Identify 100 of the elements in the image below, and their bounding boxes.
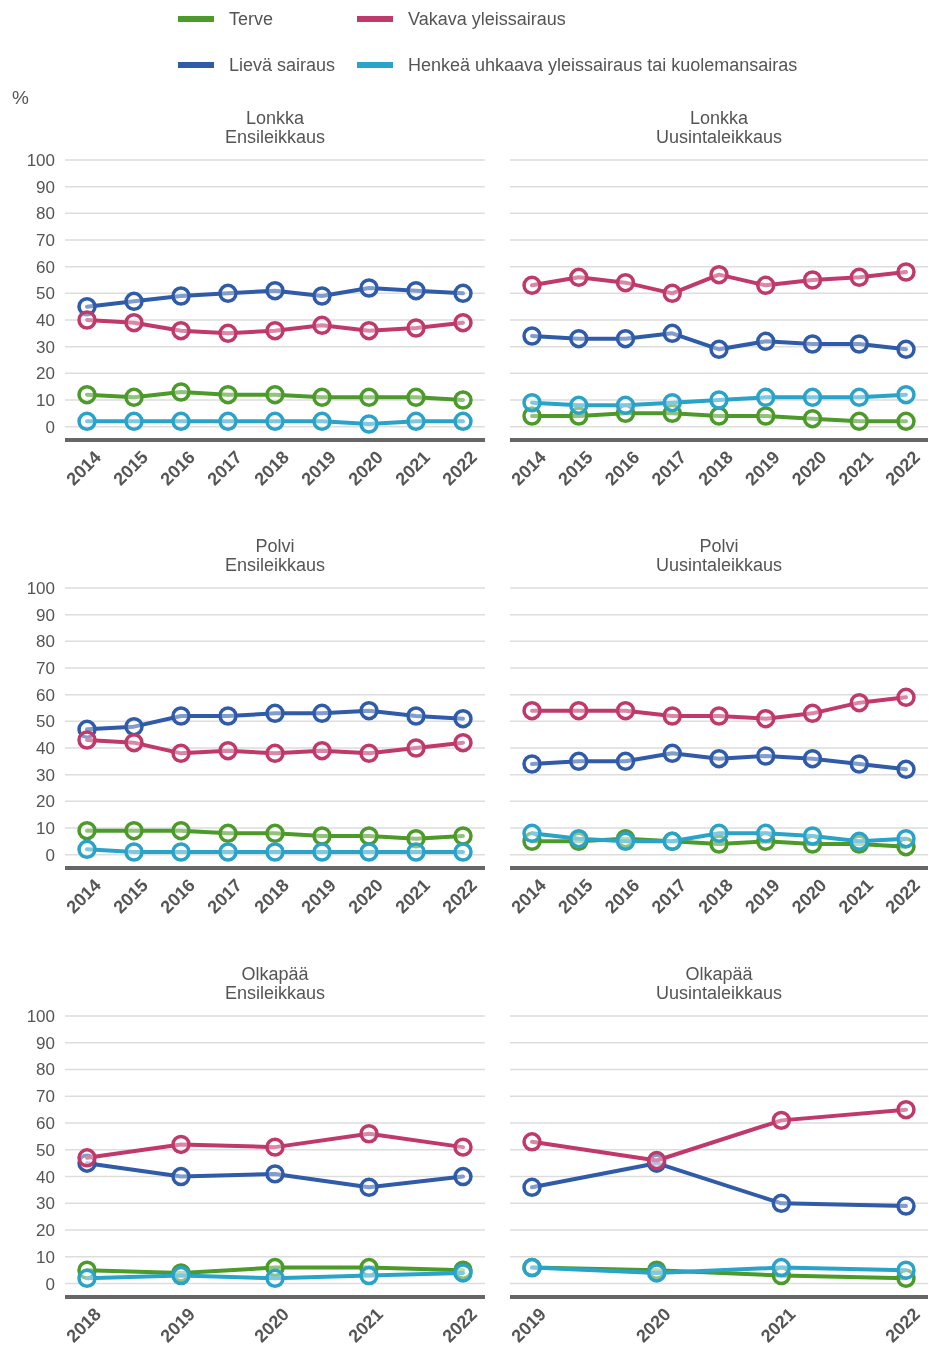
y-tick-label: 50 — [36, 712, 55, 732]
y-tick-label: 0 — [45, 845, 55, 865]
point — [359, 414, 379, 434]
point — [615, 751, 636, 772]
point — [896, 339, 916, 360]
y-tick-label: 70 — [36, 1087, 55, 1107]
point — [406, 280, 426, 301]
point — [77, 1148, 97, 1168]
point — [453, 842, 473, 862]
point — [359, 842, 379, 862]
point — [453, 312, 473, 333]
point — [802, 334, 823, 354]
point — [709, 823, 729, 844]
point — [662, 323, 682, 344]
point — [896, 759, 916, 780]
point — [756, 275, 776, 296]
point — [453, 708, 473, 729]
point — [709, 406, 729, 426]
point — [265, 703, 285, 724]
y-tick-label: 40 — [36, 738, 55, 758]
point — [756, 406, 776, 426]
point — [218, 842, 238, 862]
point — [615, 395, 636, 416]
point — [218, 706, 238, 726]
point — [849, 387, 869, 408]
point — [171, 286, 191, 306]
legend-label: Lievä sairaus — [229, 55, 336, 75]
point — [453, 1166, 473, 1187]
point — [265, 384, 285, 405]
chart-title: Lonkka — [245, 108, 306, 128]
point — [756, 746, 776, 766]
point — [771, 1257, 792, 1278]
point — [849, 411, 869, 432]
point — [265, 280, 285, 301]
point — [312, 703, 332, 724]
point — [312, 740, 332, 761]
point — [522, 275, 542, 296]
point — [265, 1137, 285, 1157]
chart-subtitle: Ensileikkaus — [224, 983, 326, 1003]
point — [569, 267, 589, 288]
point — [896, 262, 916, 282]
point — [896, 828, 916, 849]
y-tick-label: 50 — [36, 284, 55, 304]
point — [756, 387, 776, 408]
point — [359, 1124, 379, 1144]
point — [522, 1132, 542, 1152]
point — [218, 411, 238, 432]
point — [849, 754, 869, 774]
point — [802, 270, 823, 290]
point — [218, 323, 238, 344]
point — [171, 706, 191, 726]
point — [77, 730, 97, 750]
point — [171, 320, 191, 341]
point — [171, 411, 191, 432]
point — [709, 748, 729, 769]
point — [709, 339, 729, 360]
point — [312, 826, 332, 846]
point — [569, 328, 589, 349]
y-tick-label: 0 — [45, 417, 55, 437]
chart-subtitle: Uusintaleikkaus — [655, 127, 783, 147]
point — [77, 310, 97, 330]
point — [77, 411, 97, 432]
point — [77, 384, 97, 405]
point — [522, 392, 542, 413]
point — [802, 408, 823, 429]
point — [359, 1265, 379, 1286]
y-tick-label: 80 — [36, 632, 55, 652]
point — [569, 700, 589, 721]
point — [312, 286, 332, 306]
y-tick-label: 60 — [36, 257, 55, 277]
legend-label: Terve — [229, 9, 274, 29]
point — [265, 823, 285, 844]
point — [312, 411, 332, 432]
point — [522, 1177, 542, 1197]
point — [453, 411, 473, 432]
point — [569, 751, 589, 772]
point — [265, 1268, 285, 1288]
point — [359, 1177, 379, 1197]
y-tick-label: 0 — [45, 1274, 55, 1294]
y-tick-label: 40 — [36, 1167, 55, 1187]
y-tick-label: 80 — [36, 204, 55, 224]
point — [709, 264, 729, 285]
point — [756, 708, 776, 729]
point — [171, 820, 191, 841]
point — [265, 320, 285, 341]
point — [896, 1099, 916, 1120]
point — [802, 826, 823, 846]
point — [615, 272, 636, 293]
legend-label: Henkeä uhkaava yleissairaus tai kuolemansairas — [408, 55, 798, 75]
point — [406, 387, 426, 408]
point — [569, 395, 589, 416]
chart-title: Olkapää — [685, 964, 754, 984]
point — [756, 823, 776, 844]
y-tick-label: 100 — [26, 150, 55, 170]
point — [453, 1137, 473, 1157]
point — [171, 842, 191, 862]
y-tick-label: 40 — [36, 310, 55, 330]
y-tick-label: 20 — [36, 364, 55, 384]
y-axis-title: % — [12, 87, 29, 108]
point — [771, 1110, 792, 1131]
